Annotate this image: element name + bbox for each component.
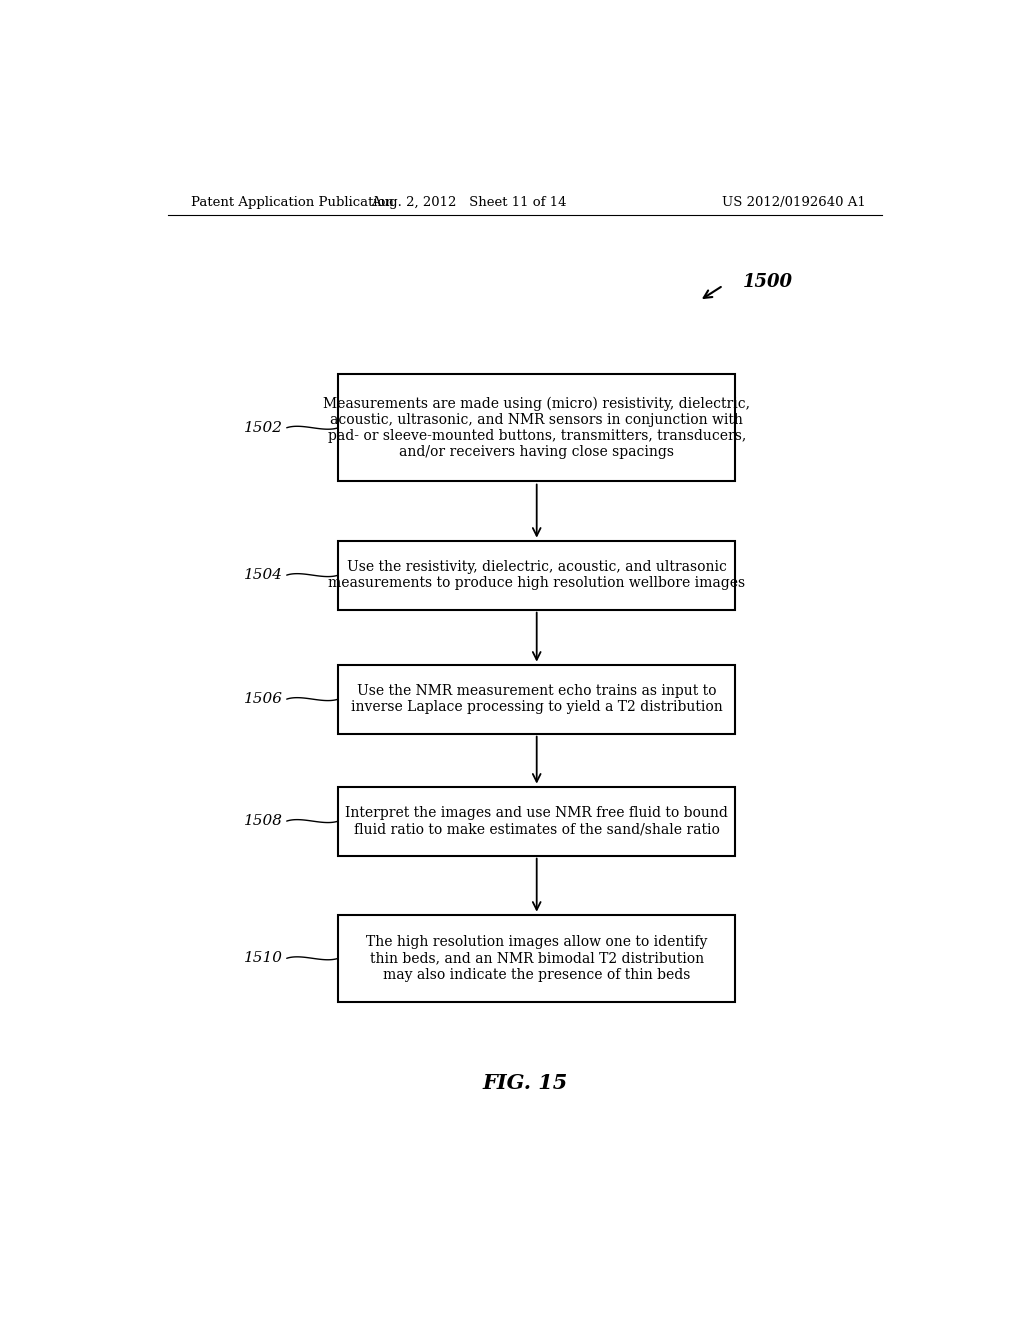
FancyBboxPatch shape (338, 664, 735, 734)
FancyBboxPatch shape (338, 787, 735, 855)
FancyBboxPatch shape (338, 541, 735, 610)
Text: Interpret the images and use NMR free fluid to bound
fluid ratio to make estimat: Interpret the images and use NMR free fl… (345, 807, 728, 836)
Text: 1504: 1504 (244, 568, 283, 582)
FancyBboxPatch shape (338, 915, 735, 1002)
Text: 1508: 1508 (244, 814, 283, 828)
Text: The high resolution images allow one to identify
thin beds, and an NMR bimodal T: The high resolution images allow one to … (366, 935, 708, 982)
Text: FIG. 15: FIG. 15 (482, 1073, 567, 1093)
Text: 1500: 1500 (743, 273, 793, 292)
Text: Use the NMR measurement echo trains as input to
inverse Laplace processing to yi: Use the NMR measurement echo trains as i… (351, 684, 723, 714)
Text: 1502: 1502 (244, 421, 283, 434)
Text: 1510: 1510 (244, 952, 283, 965)
Text: Patent Application Publication: Patent Application Publication (191, 195, 394, 209)
Text: Use the resistivity, dielectric, acoustic, and ultrasonic
measurements to produc: Use the resistivity, dielectric, acousti… (328, 560, 745, 590)
Text: 1506: 1506 (244, 692, 283, 706)
Text: Measurements are made using (micro) resistivity, dielectric,
acoustic, ultrasoni: Measurements are made using (micro) resi… (324, 396, 751, 459)
Text: Aug. 2, 2012   Sheet 11 of 14: Aug. 2, 2012 Sheet 11 of 14 (372, 195, 567, 209)
FancyBboxPatch shape (338, 375, 735, 480)
Text: US 2012/0192640 A1: US 2012/0192640 A1 (722, 195, 866, 209)
